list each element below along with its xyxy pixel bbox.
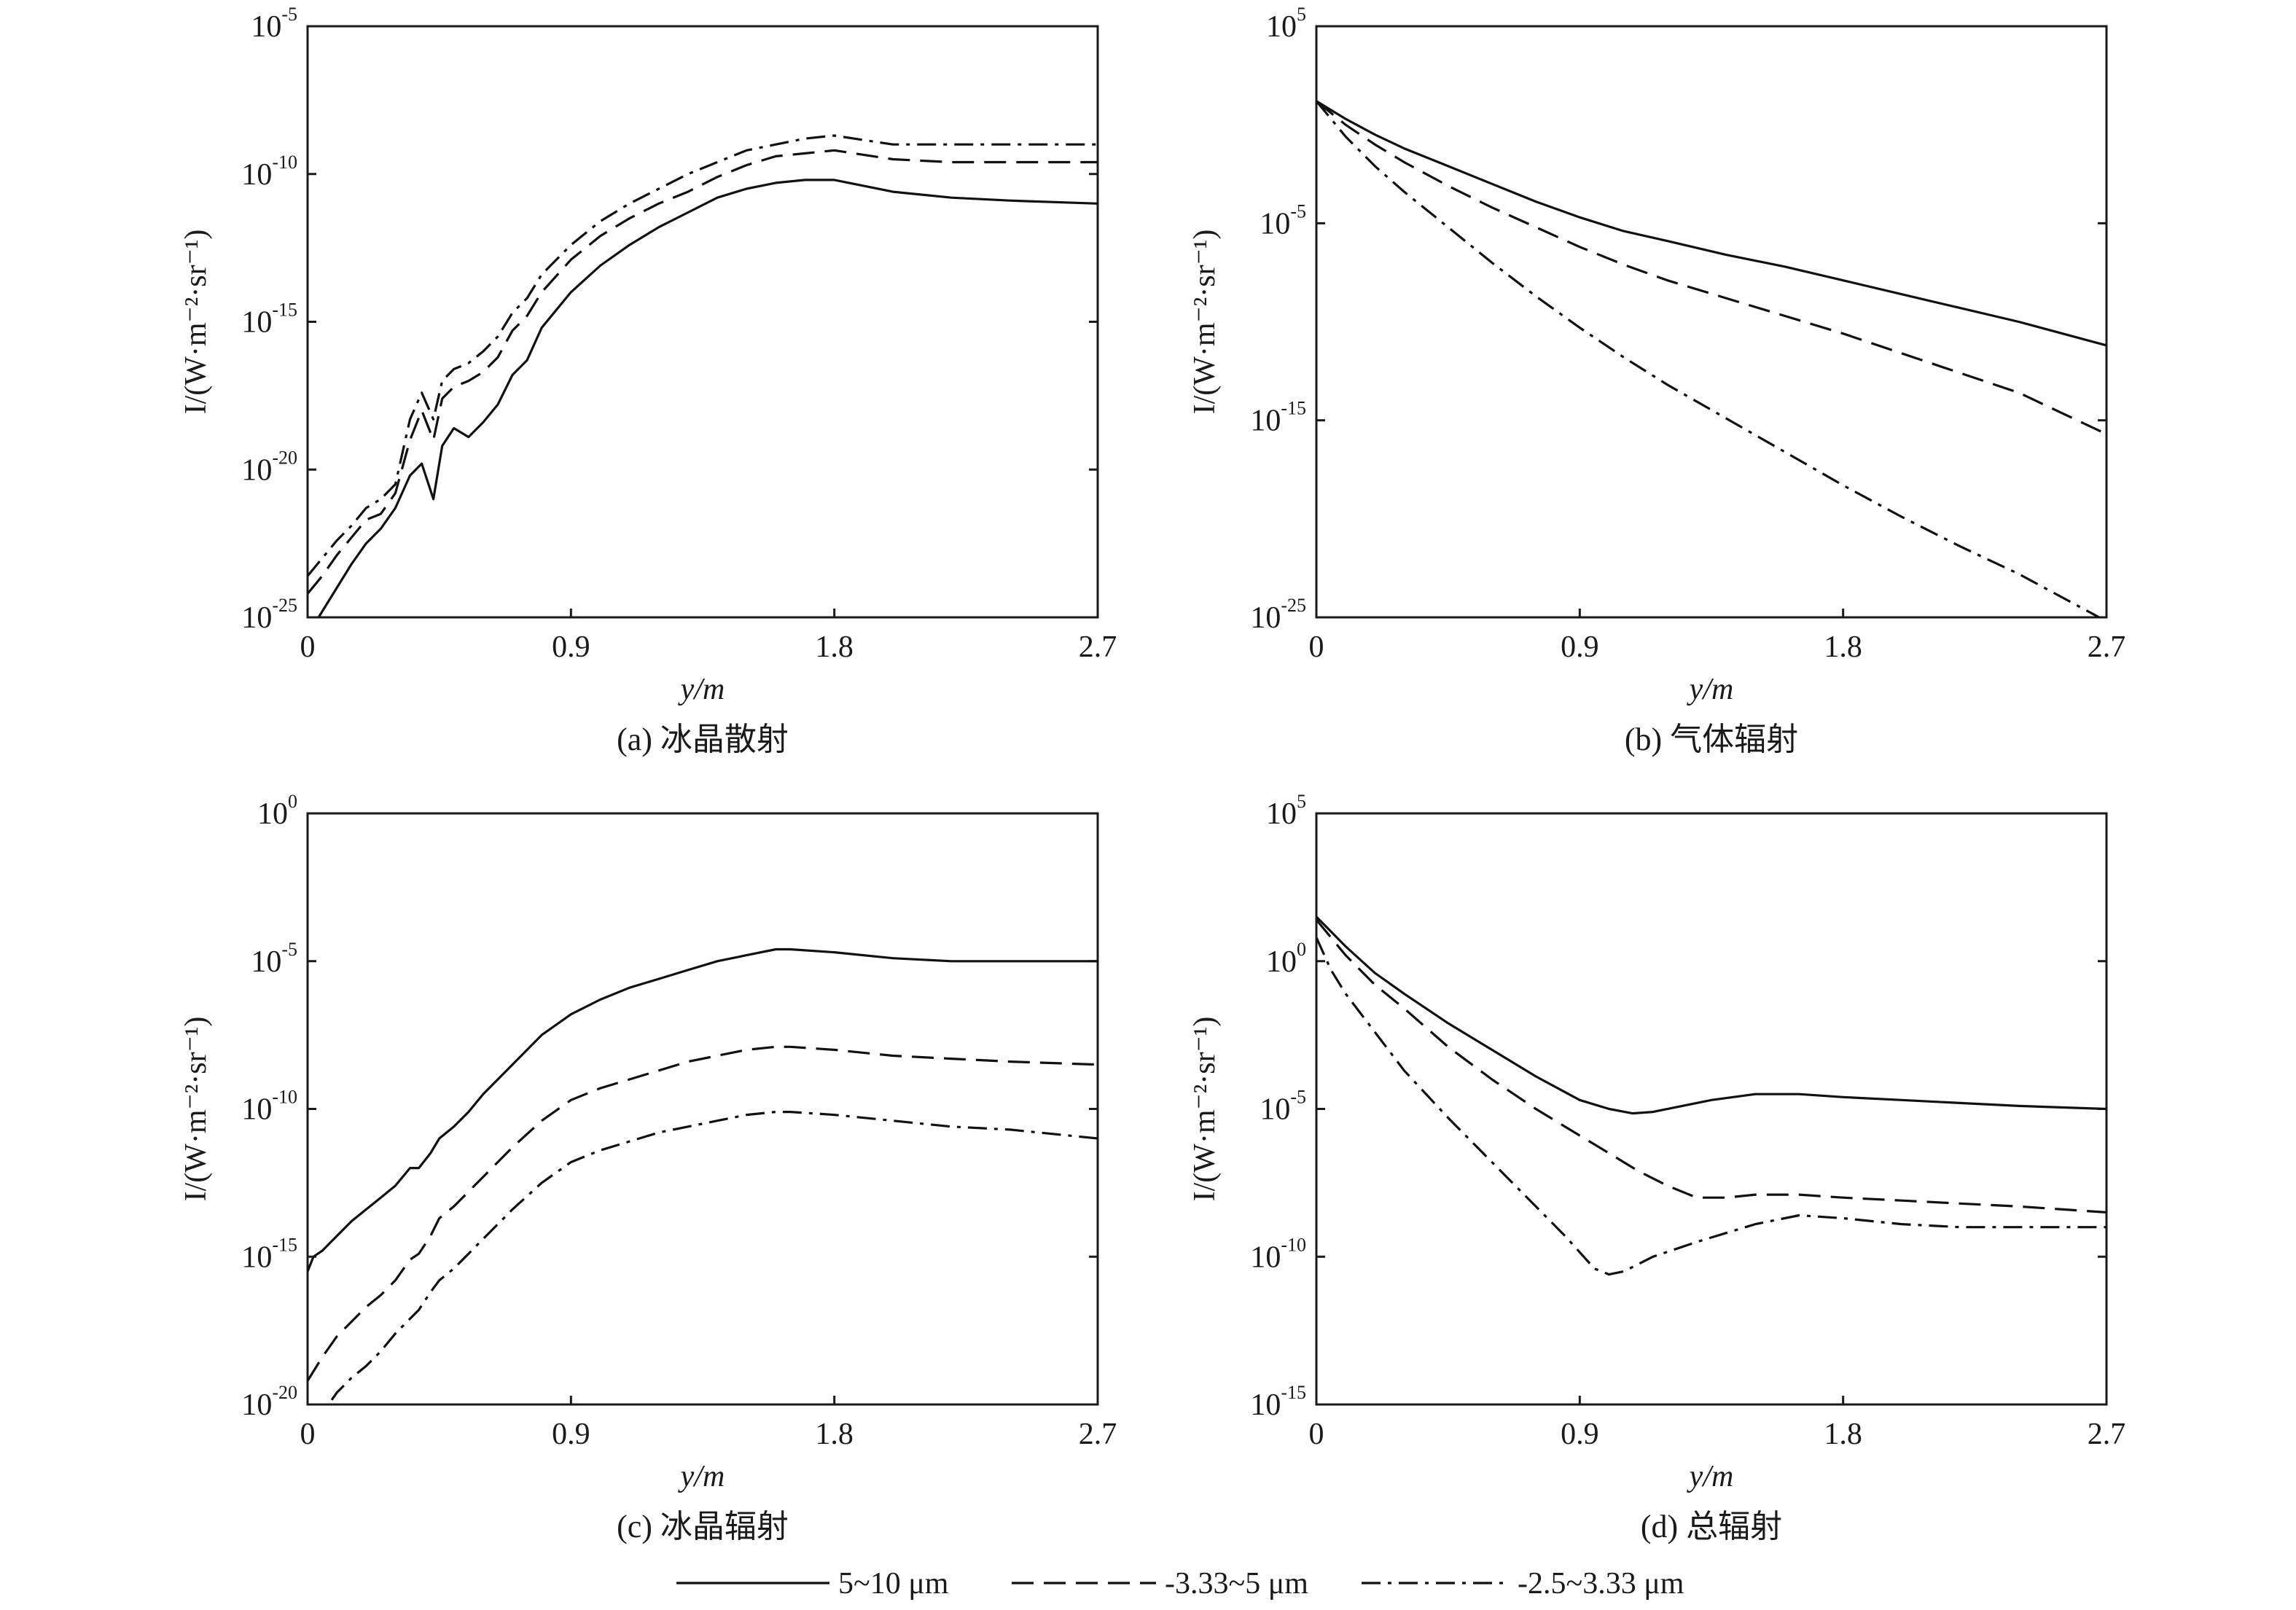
- x-tick-label: 0.9: [552, 1418, 590, 1451]
- y-tick-label: 10-5: [251, 4, 297, 44]
- y-tick-label: 10-15: [241, 300, 297, 340]
- x-tick-label: 1.8: [815, 630, 854, 664]
- y-tick-label: 10-5: [1260, 200, 1306, 241]
- series-line-dashdot: [1316, 100, 2102, 617]
- x-tick-label: 2.7: [1079, 1418, 1117, 1451]
- x-tick-label: 1.8: [1824, 1418, 1862, 1451]
- y-tick-label: 105: [1266, 4, 1306, 44]
- x-tick-label: 0: [1309, 630, 1324, 664]
- y-tick-label: 100: [1266, 939, 1306, 979]
- plot-frame: [306, 25, 1099, 619]
- y-axis-title: I/(W·m⁻²·sr⁻¹): [1188, 230, 1222, 415]
- x-axis-title: y/m: [1687, 1460, 1734, 1493]
- chart-panel-a: 0 0.9 1.8 2.7 10-25 10-20 10-15 10-10 10-5 y/m I/(…: [179, 4, 1117, 757]
- y-tick-label: 10-15: [1250, 1382, 1306, 1422]
- legend-label: -2.5~3.33 μm: [1518, 1567, 1684, 1601]
- y-tick-label: 10-15: [1250, 398, 1306, 438]
- y-tick-label: 10-10: [1250, 1234, 1306, 1274]
- y-axis-title: I/(W·m⁻²·sr⁻¹): [179, 230, 213, 415]
- y-tick-label: 10-15: [241, 1234, 297, 1274]
- y-tick-label: 10-5: [251, 939, 297, 979]
- chart-panel-d: 0 0.9 1.8 2.7 10-15 10-10 10-5 100 105 y/m I/(W·m⁻…: [1188, 791, 2125, 1544]
- y-tick-label: 100: [257, 791, 297, 831]
- series-line-dash: [1316, 918, 2106, 1214]
- y-tick-label: 10-25: [241, 595, 297, 635]
- x-tick-label: 0.9: [1561, 1418, 1599, 1451]
- x-tick-label: 0: [1309, 1418, 1324, 1451]
- x-tick-label: 2.7: [2088, 630, 2126, 664]
- x-axis-title: y/m: [1687, 673, 1734, 706]
- y-tick-label: 10-20: [241, 447, 297, 487]
- y-tick-label: 10-5: [1260, 1087, 1306, 1127]
- series-line-solid: [1316, 100, 2106, 347]
- x-tick-label: 0: [300, 630, 316, 664]
- panel-caption: (d) 总辐射: [1641, 1509, 1782, 1544]
- y-tick-label: 10-25: [1250, 595, 1306, 635]
- y-tick-label: 10-10: [241, 1087, 297, 1127]
- series-line-solid: [308, 947, 1098, 1273]
- x-tick-label: 1.8: [1824, 630, 1862, 664]
- panel-caption: (c) 冰晶辐射: [617, 1509, 789, 1544]
- x-tick-label: 1.8: [815, 1418, 854, 1451]
- series-line-solid: [1316, 915, 2106, 1115]
- y-tick-label: 10-20: [241, 1382, 297, 1422]
- plot-frame: [1315, 812, 2108, 1406]
- x-axis-title: y/m: [678, 673, 725, 706]
- panel-caption: (a) 冰晶散射: [617, 722, 789, 757]
- series-line-dashdot: [308, 134, 1098, 577]
- legend-label: -3.33~5 μm: [1165, 1567, 1308, 1601]
- x-tick-label: 0: [300, 1418, 316, 1451]
- legend-label: 5~10 μm: [838, 1567, 949, 1601]
- chart-panel-b: 0 0.9 1.8 2.7 10-25 10-15 10-5 105 y/m I/(W·m⁻²·s…: [1188, 4, 2125, 757]
- y-axis-title: I/(W·m⁻²·sr⁻¹): [1188, 1017, 1222, 1202]
- x-tick-label: 0.9: [1561, 630, 1599, 664]
- series-line-dash: [308, 149, 1098, 595]
- x-tick-label: 2.7: [2088, 1418, 2126, 1451]
- series-line-dashdot: [1316, 937, 2106, 1276]
- x-tick-label: 2.7: [1079, 630, 1117, 664]
- series-line-dash: [308, 1045, 1098, 1382]
- legend: 5~10 μm -3.33~5 μm -2.5~3.33 μm: [676, 1567, 1684, 1601]
- panel-caption: (b) 气体辐射: [1625, 722, 1798, 757]
- x-tick-label: 0.9: [552, 630, 590, 664]
- y-tick-label: 10-10: [241, 152, 297, 192]
- plot-frame: [1315, 25, 2108, 619]
- y-axis-title: I/(W·m⁻²·sr⁻¹): [179, 1017, 213, 1202]
- series-line-solid: [317, 179, 1098, 617]
- plot-frame: [306, 812, 1099, 1406]
- chart-panel-c: 0 0.9 1.8 2.7 10-20 10-15 10-10 10-5 100 y/m I/(W·…: [179, 791, 1117, 1544]
- series-line-dash: [1316, 100, 2106, 436]
- y-tick-label: 105: [1266, 791, 1306, 831]
- series-line-dashdot: [327, 1110, 1098, 1404]
- x-axis-title: y/m: [678, 1460, 725, 1493]
